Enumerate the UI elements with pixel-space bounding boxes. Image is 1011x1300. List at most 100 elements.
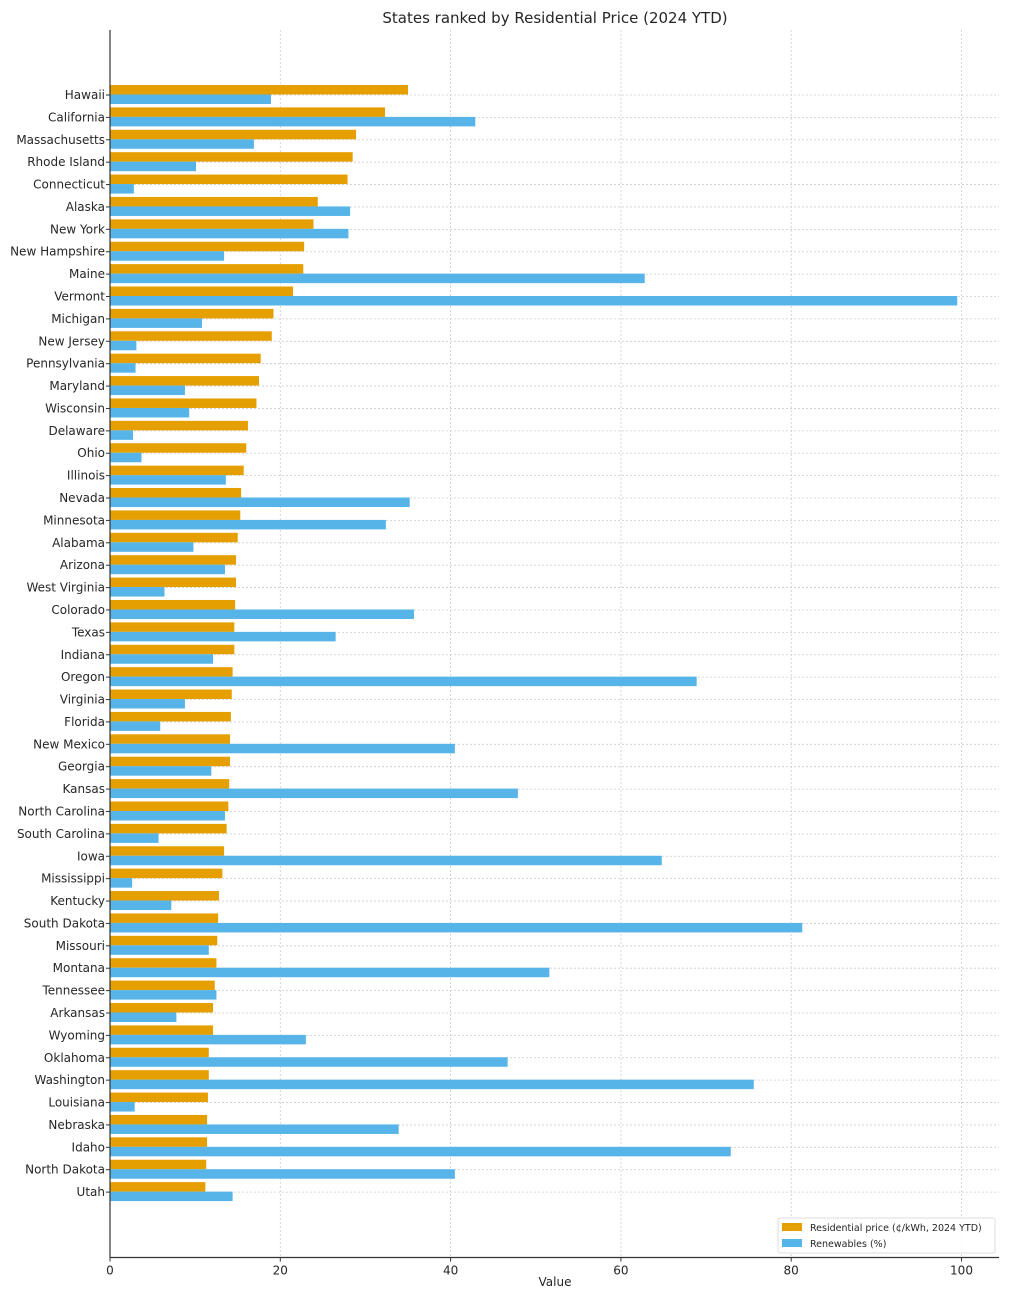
- y-tick-label: Georgia: [58, 760, 105, 774]
- y-tick-label: Rhode Island: [27, 155, 105, 169]
- bar-renewables: [110, 1034, 306, 1045]
- bar-renewables: [110, 161, 197, 172]
- y-tick-label: Missouri: [56, 939, 105, 953]
- bar-residential-price: [110, 488, 242, 498]
- y-tick-label: South Carolina: [17, 827, 105, 841]
- bar-renewables: [110, 407, 190, 418]
- y-tick-label: Nebraska: [48, 1118, 105, 1132]
- y-tick-label: Massachusetts: [16, 133, 105, 147]
- y-tick-label: New Jersey: [38, 334, 105, 348]
- x-tick-label: 20: [273, 1264, 288, 1278]
- bar-renewables: [110, 1146, 731, 1157]
- legend: Residential price (¢/kWh, 2024 YTD) Rene…: [777, 1217, 996, 1254]
- bar-renewables: [110, 721, 161, 731]
- y-tick-label: Idaho: [72, 1140, 105, 1154]
- y-tick-label: Utah: [77, 1185, 105, 1199]
- bar-renewables: [110, 139, 254, 149]
- bar-residential-price: [110, 734, 231, 744]
- bar-renewables: [110, 206, 351, 216]
- bar-residential-price: [110, 577, 237, 588]
- bar-residential-price: [110, 599, 236, 610]
- y-tick-label: Maryland: [49, 379, 105, 393]
- bar-residential-price: [110, 174, 348, 185]
- bar-residential-price: [110, 622, 235, 632]
- x-tick-label: 60: [613, 1264, 628, 1278]
- bar-residential-price: [110, 510, 241, 520]
- bars: [110, 85, 958, 1202]
- bar-residential-price: [110, 1114, 208, 1125]
- y-tick-label: Arkansas: [50, 1006, 105, 1020]
- bar-residential-price: [110, 1159, 207, 1170]
- bar-renewables: [110, 296, 958, 306]
- bar-residential-price: [110, 1047, 209, 1058]
- bar-renewables: [110, 273, 645, 284]
- bar-renewables: [110, 116, 476, 127]
- bar-residential-price: [110, 532, 238, 543]
- y-tick-label: Louisiana: [48, 1096, 105, 1110]
- bar-residential-price: [110, 711, 231, 722]
- bar-residential-price: [110, 398, 257, 408]
- legend-box: [777, 1217, 996, 1254]
- bar-renewables: [110, 766, 212, 776]
- bar-residential-price: [110, 868, 223, 879]
- y-tick-label: Mississippi: [41, 872, 105, 886]
- y-tick-label: South Dakota: [24, 916, 105, 930]
- bar-residential-price: [110, 1137, 208, 1147]
- bar-residential-price: [110, 935, 218, 946]
- y-tick-label: Ohio: [77, 446, 105, 460]
- bar-renewables: [110, 363, 136, 373]
- bar-renewables: [110, 676, 697, 687]
- bar-residential-price: [110, 308, 274, 319]
- bar-renewables: [110, 855, 662, 866]
- bar-renewables: [110, 833, 159, 843]
- bar-residential-price: [110, 264, 304, 274]
- y-tick-label: Iowa: [77, 849, 105, 863]
- bar-renewables: [110, 542, 194, 552]
- bar-residential-price: [110, 331, 272, 341]
- y-tick-label: Maine: [69, 267, 105, 281]
- y-tick-label: Alaska: [66, 200, 105, 214]
- bar-residential-price: [110, 1025, 214, 1035]
- y-axis-ticks: Hawaii California Massachusetts Rhode Islan…: [10, 88, 110, 1199]
- bar-residential-price: [110, 219, 314, 229]
- y-tick-label: Florida: [64, 715, 105, 729]
- y-tick-label: New York: [50, 222, 105, 236]
- bar-renewables: [110, 184, 134, 194]
- bar-renewables: [110, 654, 214, 664]
- y-tick-label: Colorado: [51, 603, 105, 617]
- y-tick-label: New Hampshire: [10, 245, 105, 259]
- y-tick-label: West Virginia: [26, 581, 105, 595]
- y-tick-label: Arizona: [60, 558, 105, 572]
- bar-renewables: [110, 990, 217, 1000]
- bar-renewables: [110, 699, 185, 709]
- bar-residential-price: [110, 196, 318, 207]
- bar-renewables: [110, 430, 133, 440]
- y-tick-label: Pennsylvania: [26, 357, 105, 371]
- bar-renewables: [110, 587, 165, 597]
- y-tick-label: Vermont: [54, 290, 105, 304]
- bar-residential-price: [110, 980, 215, 991]
- y-tick-label: Connecticut: [33, 178, 105, 192]
- bar-residential-price: [110, 420, 248, 431]
- bar-residential-price: [110, 443, 247, 453]
- y-tick-label: Oklahoma: [44, 1051, 105, 1065]
- bar-residential-price: [110, 644, 235, 655]
- bar-renewables: [110, 318, 202, 328]
- y-tick-label: Virginia: [60, 693, 105, 707]
- y-tick-label: North Carolina: [18, 804, 105, 818]
- bar-residential-price: [110, 107, 386, 117]
- y-tick-label: Indiana: [61, 648, 105, 662]
- y-tick-label: Washington: [34, 1073, 105, 1087]
- y-tick-label: Alabama: [52, 536, 105, 550]
- bar-residential-price: [110, 1182, 206, 1192]
- chart-title: States ranked by Residential Price (2024…: [382, 9, 727, 27]
- y-tick-label: Hawaii: [65, 88, 105, 102]
- bar-residential-price: [110, 1070, 209, 1080]
- bar-renewables: [110, 967, 550, 978]
- y-tick-label: Wisconsin: [45, 401, 105, 415]
- x-tick-label: 40: [443, 1264, 458, 1278]
- bar-renewables: [110, 922, 803, 933]
- bar-renewables: [110, 609, 414, 619]
- bar-renewables: [110, 475, 226, 485]
- x-tick-label: 0: [106, 1264, 114, 1278]
